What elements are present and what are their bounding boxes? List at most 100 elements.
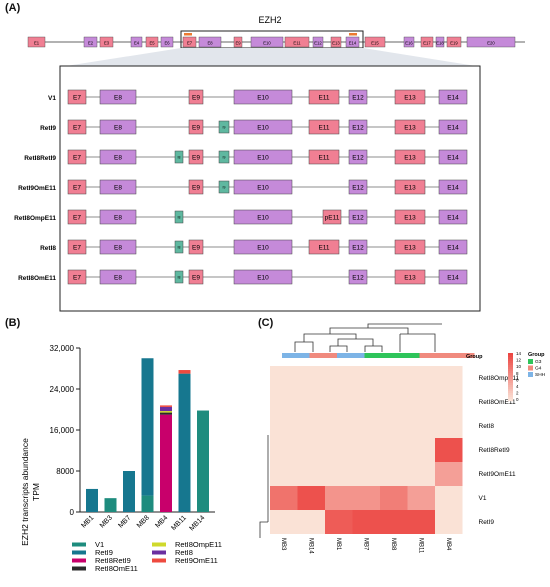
exon: E14 — [438, 149, 468, 165]
heatmap-cell — [352, 390, 380, 414]
group-label: SHH — [535, 372, 546, 378]
gene-structure-diagram: EZH2 E1 E2 E3 E4 E5 E6 E7 E8 E9 E10 E11 E12 E13 E14 E1… — [14, 15, 525, 312]
exon: E11 — [308, 149, 340, 165]
exon: E7 — [67, 119, 87, 135]
heatmap-cell — [352, 510, 380, 534]
exon-label: E14 — [447, 185, 459, 192]
exon-label: E14 — [447, 215, 459, 222]
heatmap-cell — [270, 462, 298, 486]
legend-label: RetI9 — [95, 548, 113, 557]
exon-box — [174, 270, 184, 284]
legend-item: RetI8OmpE11 — [152, 540, 222, 549]
bar-segment — [160, 405, 172, 407]
exon-box — [394, 179, 426, 195]
scale-tick: 4 — [516, 384, 519, 389]
row-dendrogram — [259, 435, 269, 538]
exon-box — [67, 239, 87, 255]
transcript-row: RetI8 E7 E8 I8 E9 E10 E11 E12 E13 E14 — [40, 239, 468, 255]
y-tick-label: 24,000 — [50, 385, 75, 394]
heatmap-cells — [270, 366, 463, 534]
exon-box — [394, 119, 426, 135]
exon: E10 — [233, 269, 293, 285]
exon-box — [233, 89, 293, 105]
bar-segment — [141, 495, 154, 512]
exon: E10 — [233, 239, 293, 255]
scale-swatch — [508, 395, 513, 398]
group-cell — [282, 353, 310, 358]
exon: E8 — [99, 239, 137, 255]
legend-label: RetI8RetI9 — [95, 556, 131, 565]
overview-exon: E10 — [250, 36, 284, 48]
heatmap-cell — [352, 366, 380, 390]
exon-box — [394, 89, 426, 105]
retained-intron: I9 — [218, 120, 230, 134]
exon-box — [188, 149, 204, 165]
exon: E7 — [67, 269, 87, 285]
exon: E11 — [308, 89, 340, 105]
overview-exon: E2 — [83, 36, 98, 48]
legend-item: RetI9OmE11 — [152, 556, 218, 565]
dendro-branch — [259, 521, 268, 538]
exon: E9 — [188, 149, 204, 165]
x-tick-label: MB14 — [189, 514, 207, 532]
exon-label: E14 — [447, 95, 459, 102]
exon: E13 — [394, 149, 426, 165]
exon-box — [438, 119, 468, 135]
x-tick-label: MB4 — [154, 514, 169, 529]
heatmap-cell — [380, 414, 408, 438]
exon-label: E7 — [73, 245, 81, 252]
exon-box — [130, 36, 143, 48]
exon-box — [364, 36, 386, 48]
overview-exon: E17 — [420, 36, 434, 48]
exon: E10 — [233, 179, 293, 195]
heatmap-cell — [297, 414, 325, 438]
dendro-branch — [364, 345, 383, 352]
exon-box — [233, 209, 293, 225]
exon-box — [198, 36, 222, 48]
exon-label: I9 — [223, 126, 226, 130]
exon-box — [394, 239, 426, 255]
dendro-branch — [329, 327, 409, 334]
y-axis-title: EZH2 transcripts abundance TPM — [20, 438, 41, 546]
exon-label: E14 — [447, 155, 459, 162]
exon-label: E10 — [257, 185, 269, 192]
dendro-branch — [329, 345, 348, 352]
overview-exon: E19 — [446, 36, 462, 48]
exon-label: E9 — [192, 155, 200, 162]
exon: E7 — [67, 209, 87, 225]
exon-label: pE11 — [325, 215, 340, 222]
heatmap-col-labels: MB3 MB14 MB1 MB7 MB8 MB11 MB4 — [280, 538, 451, 554]
legend-title: Group — [528, 352, 545, 358]
dendro-branch — [337, 338, 374, 346]
exon-label: E1 — [34, 41, 40, 46]
exon-label: E9 — [192, 275, 200, 282]
exon-label: E11 — [318, 125, 329, 132]
exon: E12 — [348, 89, 368, 105]
dendro-branch — [367, 323, 442, 328]
exon-label: E14 — [447, 125, 459, 132]
heatmap-cell — [325, 366, 353, 390]
group-swatch — [528, 372, 533, 377]
exon-label: E7 — [73, 155, 81, 162]
exon-label: E9 — [192, 185, 200, 192]
exon-label: I8 — [178, 216, 181, 220]
exon-label: E9 — [192, 245, 200, 252]
exon-box — [188, 89, 204, 105]
transcript-name: RetI9OmE11 — [18, 185, 56, 192]
exon-label: E19 — [450, 41, 458, 46]
group-cell — [419, 353, 447, 358]
exon-box — [435, 36, 445, 48]
exon-box — [348, 179, 368, 195]
panel-label-c: (C) — [258, 317, 274, 329]
y-tick-label: 16,000 — [50, 426, 75, 435]
exon: E8 — [99, 89, 137, 105]
heatmap-cell — [380, 438, 408, 462]
scale-swatch — [508, 379, 513, 382]
scale-swatch — [508, 391, 513, 394]
exon-box — [83, 36, 98, 48]
heatmap-cell — [270, 390, 298, 414]
group-swatch — [528, 365, 533, 371]
bars — [86, 358, 209, 512]
exon-label: E13 — [404, 275, 416, 282]
scale-swatch — [508, 369, 513, 372]
